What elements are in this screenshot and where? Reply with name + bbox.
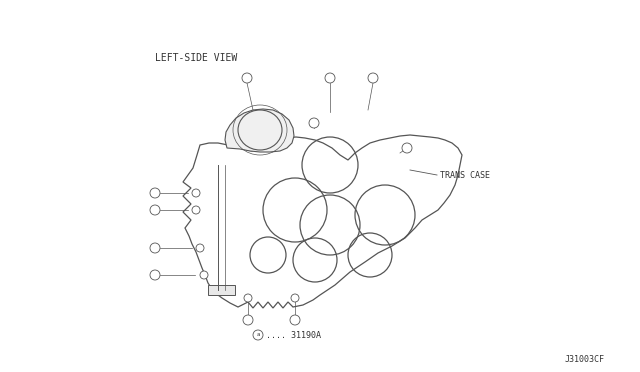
Circle shape (242, 73, 252, 83)
Polygon shape (208, 285, 235, 295)
Circle shape (192, 189, 200, 197)
Text: .... 31190A: .... 31190A (266, 330, 321, 340)
Circle shape (368, 73, 378, 83)
Circle shape (244, 294, 252, 302)
Circle shape (291, 294, 299, 302)
Text: J31003CF: J31003CF (565, 356, 605, 365)
Circle shape (402, 143, 412, 153)
Circle shape (150, 243, 160, 253)
Text: a: a (257, 333, 260, 337)
Circle shape (196, 244, 204, 252)
Circle shape (192, 206, 200, 214)
Circle shape (150, 188, 160, 198)
Circle shape (150, 205, 160, 215)
Circle shape (243, 315, 253, 325)
Text: LEFT-SIDE VIEW: LEFT-SIDE VIEW (155, 53, 237, 63)
Polygon shape (225, 109, 294, 152)
Circle shape (150, 270, 160, 280)
Polygon shape (183, 135, 462, 308)
Text: TRANS CASE: TRANS CASE (440, 170, 490, 180)
Circle shape (200, 271, 208, 279)
Circle shape (309, 118, 319, 128)
Circle shape (290, 315, 300, 325)
Circle shape (325, 73, 335, 83)
